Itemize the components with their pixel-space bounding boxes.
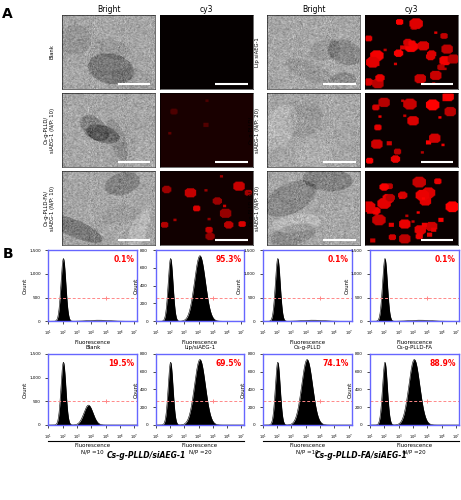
Text: Blank: Blank <box>50 44 55 60</box>
Y-axis label: Count: Count <box>237 278 242 293</box>
Text: 95.3%: 95.3% <box>216 255 242 264</box>
X-axis label: Fluorescence
Lip/siAEG-1: Fluorescence Lip/siAEG-1 <box>182 340 218 350</box>
X-axis label: Fluorescence
N/P =10: Fluorescence N/P =10 <box>75 444 111 454</box>
Text: 74.1%: 74.1% <box>323 358 349 368</box>
X-axis label: Fluorescence
N/P =20: Fluorescence N/P =20 <box>396 444 432 454</box>
Y-axis label: Count: Count <box>134 278 139 293</box>
Y-axis label: Count: Count <box>23 381 28 398</box>
Y-axis label: Count: Count <box>23 278 28 293</box>
Text: Cs-g-PLLD-FA/
siAEG-1 (N/P: 20): Cs-g-PLLD-FA/ siAEG-1 (N/P: 20) <box>249 186 260 230</box>
Text: A: A <box>2 8 13 22</box>
X-axis label: Fluorescence
N/P =10: Fluorescence N/P =10 <box>289 444 325 454</box>
Text: 0.1%: 0.1% <box>328 255 349 264</box>
Text: B: B <box>2 248 13 262</box>
X-axis label: Fluorescence
N/P =20: Fluorescence N/P =20 <box>182 444 218 454</box>
Title: Bright: Bright <box>97 5 120 14</box>
Text: Lip siAEG-1: Lip siAEG-1 <box>255 37 260 67</box>
Y-axis label: Count: Count <box>134 381 139 398</box>
Text: Cs-g-PLLD/siAEG-1: Cs-g-PLLD/siAEG-1 <box>107 450 186 460</box>
Text: Cs-g-PLLD/
siAEG-1 (N/P: 20): Cs-g-PLLD/ siAEG-1 (N/P: 20) <box>249 108 260 152</box>
Title: cy3: cy3 <box>405 5 418 14</box>
Y-axis label: Count: Count <box>344 278 349 293</box>
Text: 88.9%: 88.9% <box>430 358 456 368</box>
Text: Cs-g-PLLD-FA/siAEG-1: Cs-g-PLLD-FA/siAEG-1 <box>314 450 407 460</box>
Title: Bright: Bright <box>302 5 325 14</box>
Text: Cs-g-PLLD-FA/
siAEG-1 (N/P: 10): Cs-g-PLLD-FA/ siAEG-1 (N/P: 10) <box>44 186 55 230</box>
X-axis label: Fluorescence
Cs-g-PLLD: Fluorescence Cs-g-PLLD <box>289 340 325 350</box>
Text: 69.5%: 69.5% <box>216 358 242 368</box>
Y-axis label: Count: Count <box>348 381 353 398</box>
Title: cy3: cy3 <box>200 5 213 14</box>
Text: 0.1%: 0.1% <box>435 255 456 264</box>
X-axis label: Fluorescence
Blank: Fluorescence Blank <box>75 340 111 350</box>
Y-axis label: Count: Count <box>241 381 246 398</box>
Text: 0.1%: 0.1% <box>113 255 135 264</box>
Text: Cs-g-PLLD/
siAEG-1 (N/P: 10): Cs-g-PLLD/ siAEG-1 (N/P: 10) <box>44 108 55 152</box>
X-axis label: Fluorescence
Cs-g-PLLD-FA: Fluorescence Cs-g-PLLD-FA <box>396 340 432 350</box>
Text: 19.5%: 19.5% <box>108 358 135 368</box>
